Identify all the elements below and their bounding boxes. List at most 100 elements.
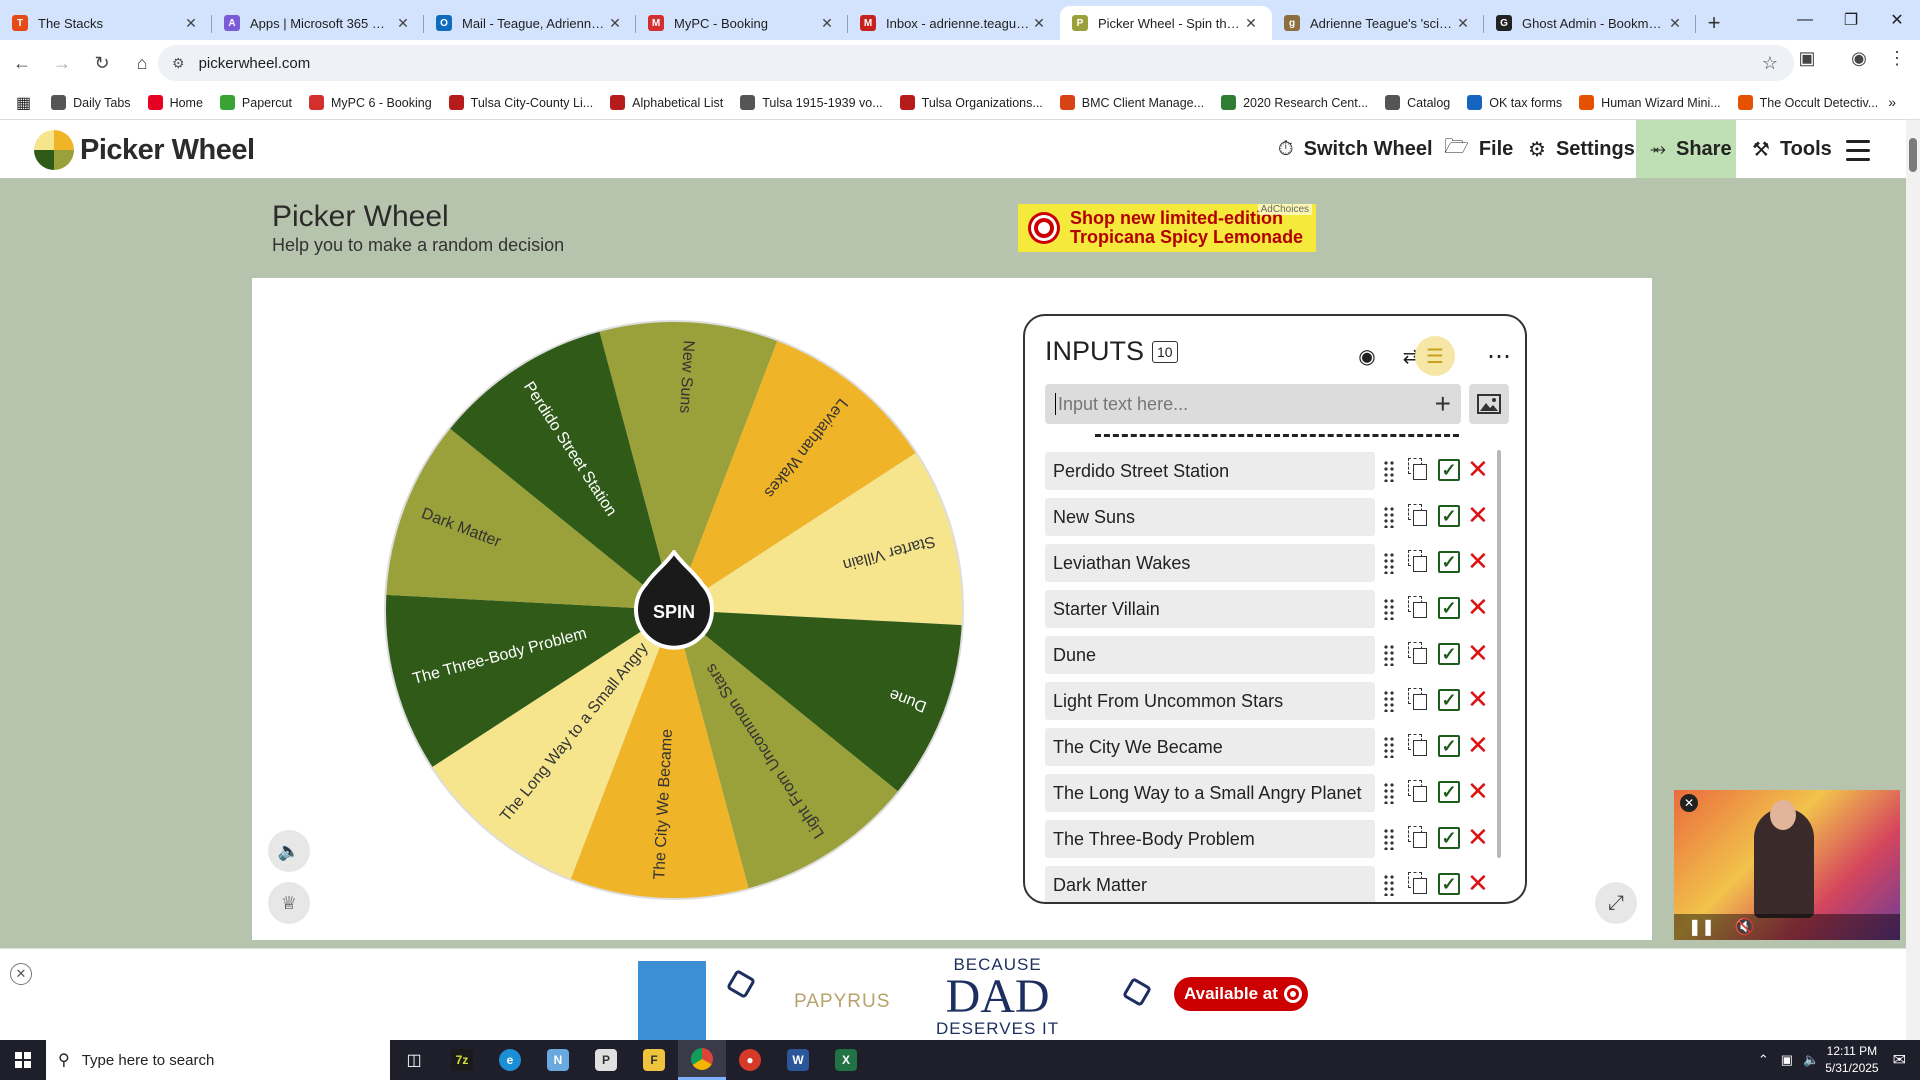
- delete-icon[interactable]: ✕: [1467, 730, 1489, 760]
- delete-icon[interactable]: ✕: [1467, 592, 1489, 622]
- duplicate-icon[interactable]: [1408, 872, 1428, 896]
- forward-icon[interactable]: →: [53, 52, 71, 73]
- browser-tab[interactable]: M MyPC - Booking ✕: [636, 6, 848, 40]
- top-advertisement[interactable]: Shop new limited-edition Tropicana Spicy …: [1018, 204, 1316, 252]
- apps-grid-icon[interactable]: ▦: [16, 94, 32, 112]
- more-options-icon[interactable]: ⋯: [1487, 342, 1511, 370]
- bookmark-item[interactable]: Catalog: [1385, 95, 1450, 110]
- drag-handle-icon[interactable]: [1383, 690, 1395, 712]
- duplicate-icon[interactable]: [1408, 734, 1428, 758]
- app-icon-file-explorer[interactable]: F: [630, 1040, 678, 1080]
- close-window-icon[interactable]: ✕: [1890, 12, 1904, 29]
- floating-video-player[interactable]: ✕ ❚❚ 🔇: [1674, 790, 1900, 940]
- delete-icon[interactable]: ✕: [1467, 684, 1489, 714]
- nav-switch-wheel[interactable]: ⏱ Switch Wheel: [1278, 120, 1433, 178]
- duplicate-icon[interactable]: [1408, 688, 1428, 712]
- input-item-label[interactable]: Dark Matter: [1045, 866, 1375, 902]
- fullscreen-icon[interactable]: ⤢: [1595, 882, 1637, 924]
- back-icon[interactable]: ←: [13, 52, 31, 73]
- input-item-label[interactable]: Leviathan Wakes: [1045, 544, 1375, 582]
- spin-button[interactable]: SPIN: [632, 550, 716, 650]
- input-item-label[interactable]: Dune: [1045, 636, 1375, 674]
- input-item-label[interactable]: The Three-Body Problem: [1045, 820, 1375, 858]
- browser-tab[interactable]: G Ghost Admin - Bookmarks ✕: [1484, 6, 1696, 40]
- delete-icon[interactable]: ✕: [1467, 546, 1489, 576]
- bottom-advertisement[interactable]: PAPYRUS BECAUSE DAD DESERVES IT Availabl…: [590, 951, 1318, 1041]
- app-icon-chrome[interactable]: [678, 1040, 726, 1080]
- bookmark-item[interactable]: Papercut: [219, 95, 292, 110]
- list-view-icon[interactable]: ☰: [1415, 336, 1455, 376]
- menu-dots-icon[interactable]: ⋮: [1888, 48, 1906, 68]
- reload-icon[interactable]: ↻: [94, 52, 110, 73]
- app-icon-7zip[interactable]: 7z: [438, 1040, 486, 1080]
- page-scrollbar[interactable]: [1906, 120, 1920, 1040]
- include-checkbox[interactable]: ✓: [1438, 597, 1460, 619]
- browser-tab[interactable]: M Inbox - adrienne.teague@ ✕: [848, 6, 1060, 40]
- close-ad-icon[interactable]: ✕: [10, 963, 32, 985]
- app-icon-recorder[interactable]: ●: [726, 1040, 774, 1080]
- browser-tab[interactable]: A Apps | Microsoft 365 Copilot✕: [212, 6, 424, 40]
- new-tab-icon[interactable]: +: [1707, 10, 1721, 35]
- nav-tools[interactable]: ⚒ Tools: [1752, 120, 1832, 178]
- duplicate-icon[interactable]: [1408, 458, 1428, 482]
- add-input-icon[interactable]: +: [1434, 388, 1451, 419]
- app-icon-edge[interactable]: e: [486, 1040, 534, 1080]
- nav-share[interactable]: ⥇ Share: [1636, 120, 1736, 178]
- delete-icon[interactable]: ✕: [1467, 454, 1489, 484]
- minimize-icon[interactable]: —: [1797, 11, 1813, 28]
- app-icon-paint[interactable]: P: [582, 1040, 630, 1080]
- clock[interactable]: 12:11 PM 5/31/2025: [1825, 1043, 1878, 1077]
- drag-handle-icon[interactable]: [1383, 460, 1395, 482]
- include-checkbox[interactable]: ✓: [1438, 505, 1460, 527]
- include-checkbox[interactable]: ✓: [1438, 551, 1460, 573]
- site-info-icon[interactable]: ⚙: [172, 54, 185, 71]
- bookmark-item[interactable]: Tulsa City-County Li...: [448, 95, 593, 110]
- volume-icon[interactable]: 🔈: [1803, 1052, 1820, 1067]
- bookmark-item[interactable]: The Occult Detectiv...: [1737, 95, 1878, 110]
- close-tab-icon[interactable]: ✕: [1457, 14, 1469, 31]
- bookmark-item[interactable]: MyPC 6 - Booking: [308, 95, 432, 110]
- sound-toggle-icon[interactable]: 🔈: [268, 830, 310, 872]
- close-tab-icon[interactable]: ✕: [609, 14, 621, 31]
- trophy-icon[interactable]: ♕: [268, 882, 310, 924]
- input-text-field[interactable]: Input text here... +: [1045, 384, 1461, 424]
- add-image-icon[interactable]: [1469, 384, 1509, 424]
- drag-handle-icon[interactable]: [1383, 828, 1395, 850]
- include-checkbox[interactable]: ✓: [1438, 827, 1460, 849]
- hamburger-menu-icon[interactable]: [1846, 140, 1870, 167]
- pause-icon[interactable]: ❚❚: [1688, 919, 1715, 936]
- start-button[interactable]: [0, 1040, 46, 1080]
- duplicate-icon[interactable]: [1408, 596, 1428, 620]
- close-tab-icon[interactable]: ✕: [397, 14, 409, 31]
- drag-handle-icon[interactable]: [1383, 552, 1395, 574]
- app-icon-notepad[interactable]: N: [534, 1040, 582, 1080]
- ad-choices-label[interactable]: AdChoices: [1257, 204, 1312, 215]
- drag-handle-icon[interactable]: [1383, 506, 1395, 528]
- notifications-icon[interactable]: ✉: [1892, 1052, 1906, 1069]
- drag-handle-icon[interactable]: [1383, 736, 1395, 758]
- nav-file[interactable]: 🗁 File: [1444, 120, 1513, 178]
- taskbar-search[interactable]: ⚲ Type here to search: [46, 1040, 390, 1080]
- duplicate-icon[interactable]: [1408, 550, 1428, 574]
- bookmark-item[interactable]: BMC Client Manage...: [1059, 95, 1204, 110]
- bookmark-star-icon[interactable]: ☆: [1761, 52, 1778, 73]
- bookmark-item[interactable]: 2020 Research Cent...: [1221, 95, 1368, 110]
- profile-icon[interactable]: ◉: [1851, 48, 1867, 68]
- close-tab-icon[interactable]: ✕: [821, 14, 833, 31]
- nav-settings[interactable]: ⚙ Settings: [1528, 120, 1635, 178]
- duplicate-icon[interactable]: [1408, 826, 1428, 850]
- drag-handle-icon[interactable]: [1383, 874, 1395, 896]
- bookmark-item[interactable]: OK tax forms: [1467, 95, 1562, 110]
- input-item-label[interactable]: Perdido Street Station: [1045, 452, 1375, 490]
- delete-icon[interactable]: ✕: [1467, 822, 1489, 852]
- close-tab-icon[interactable]: ✕: [185, 14, 197, 31]
- mute-icon[interactable]: 🔇: [1734, 919, 1755, 936]
- bookmark-item[interactable]: Human Wizard Mini...: [1579, 95, 1721, 110]
- task-view-icon[interactable]: ◫: [406, 1052, 422, 1069]
- close-tab-icon[interactable]: ✕: [1033, 14, 1045, 31]
- include-checkbox[interactable]: ✓: [1438, 643, 1460, 665]
- app-icon-excel[interactable]: X: [822, 1040, 870, 1080]
- include-checkbox[interactable]: ✓: [1438, 735, 1460, 757]
- bookmark-item[interactable]: Alphabetical List: [610, 95, 723, 110]
- browser-tab[interactable]: g Adrienne Teague's 'sci-fi' books✕: [1272, 6, 1484, 40]
